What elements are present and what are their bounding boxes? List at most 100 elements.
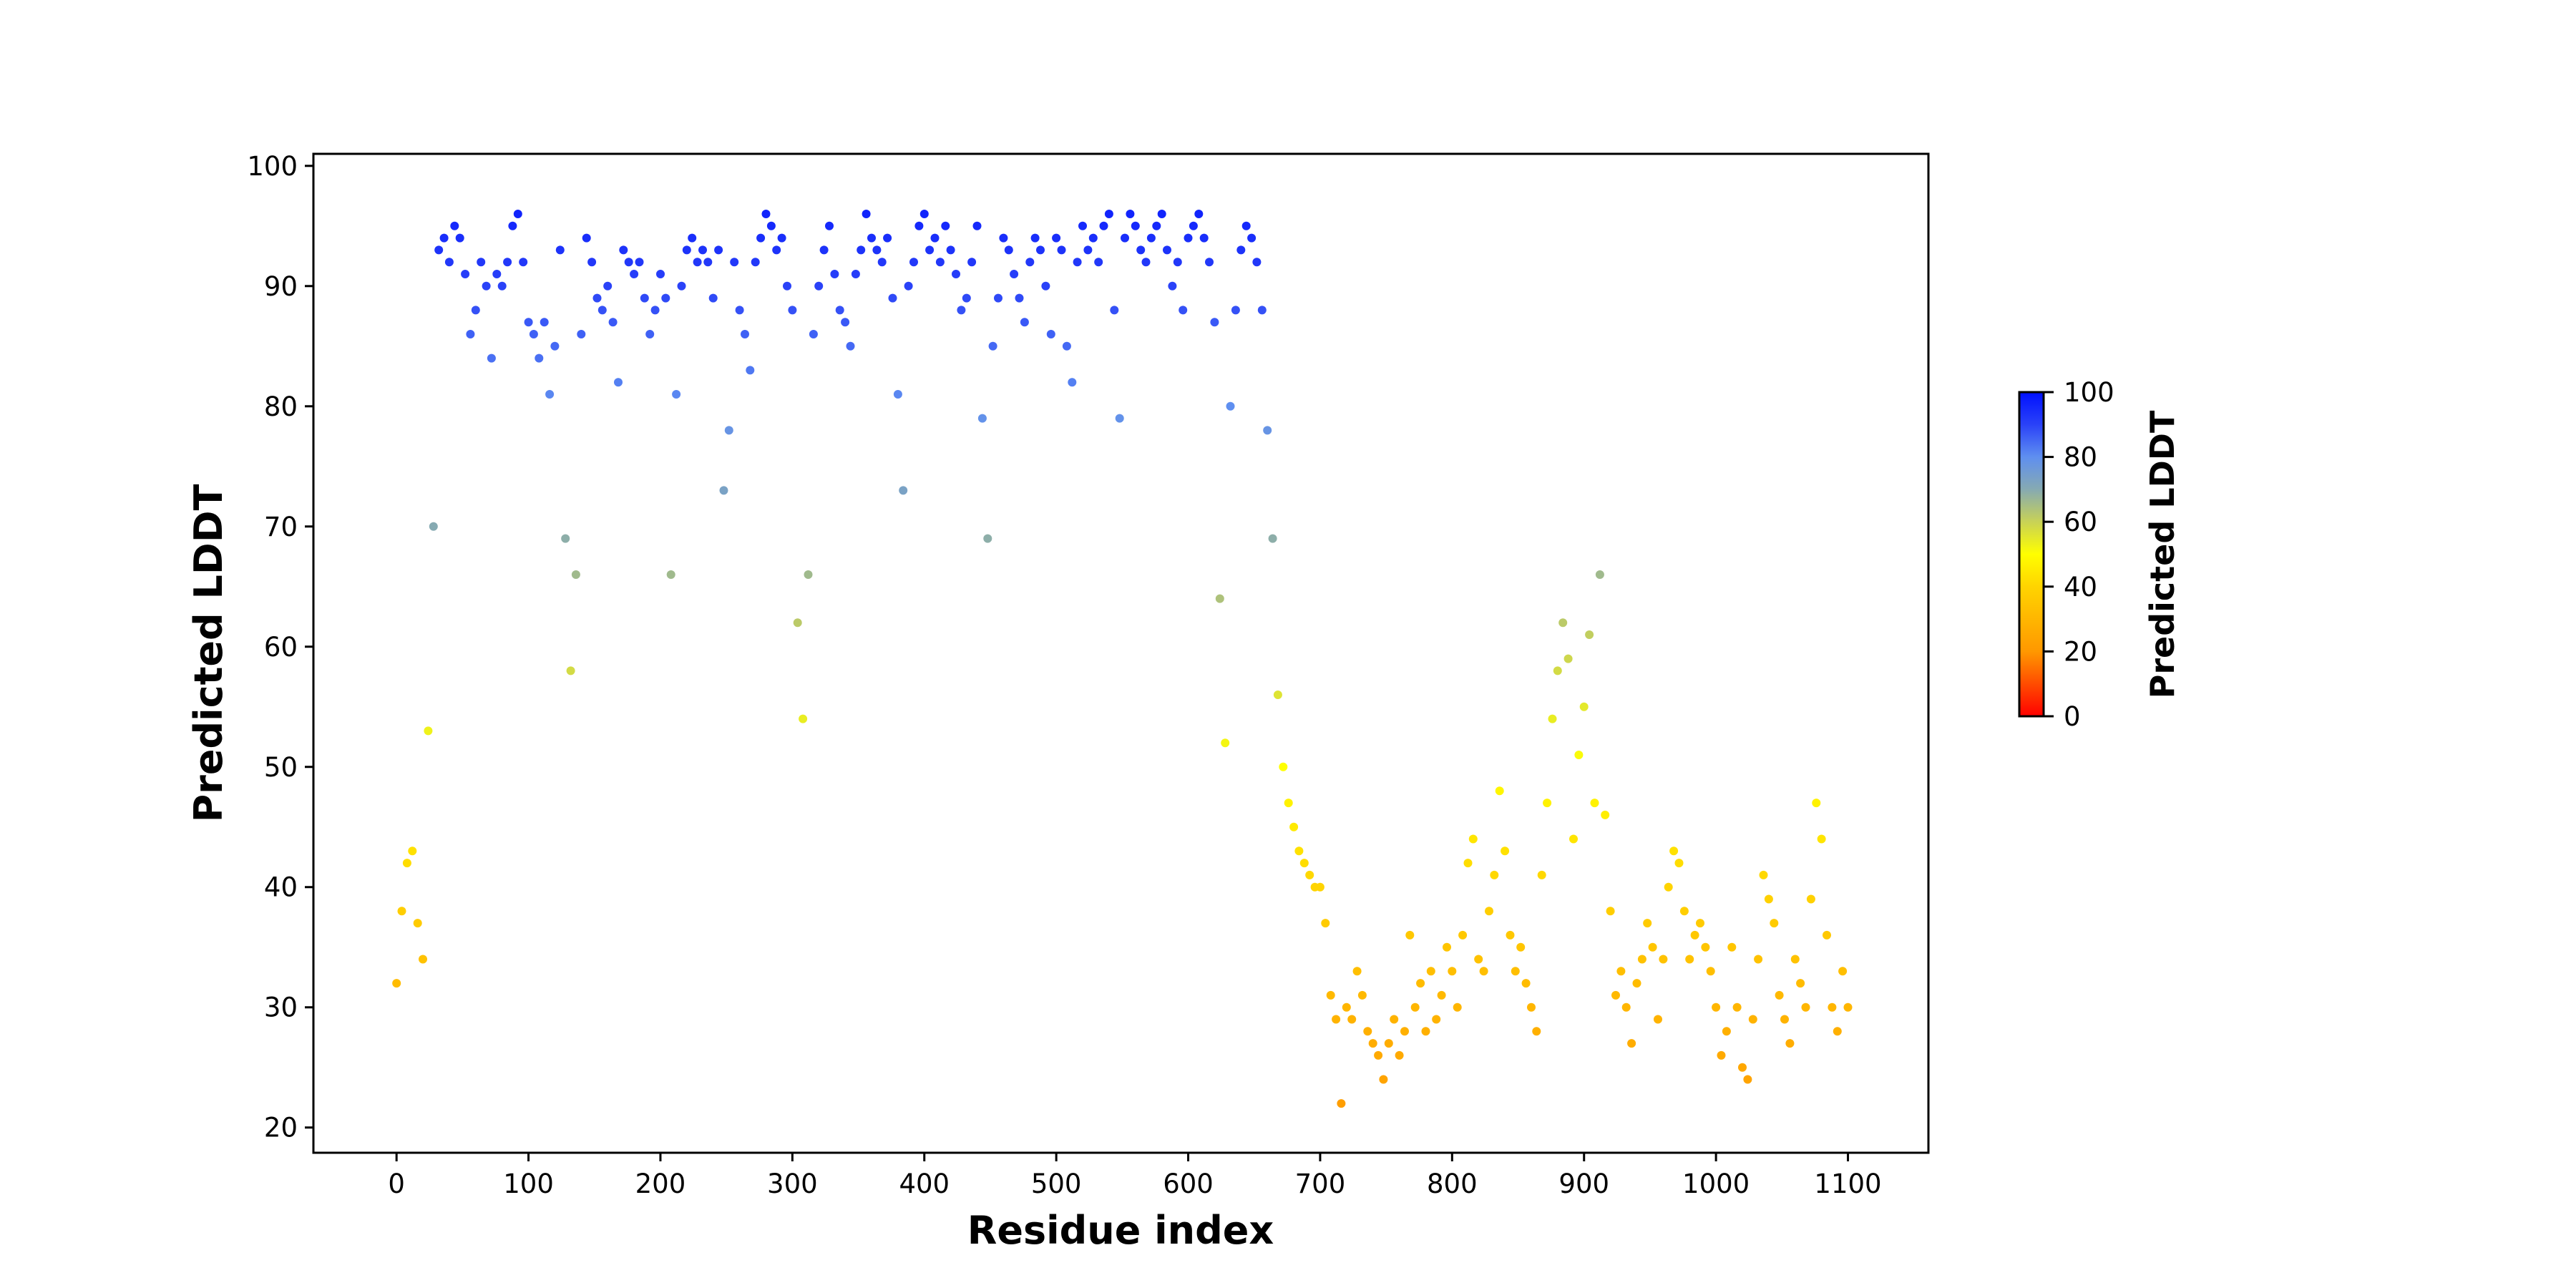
data-point xyxy=(1379,1075,1388,1084)
data-point xyxy=(1179,306,1188,315)
data-point xyxy=(587,258,597,267)
data-point xyxy=(1400,1027,1409,1036)
colorbar-tick-label: 100 xyxy=(2064,377,2114,408)
data-point xyxy=(677,281,686,291)
data-point xyxy=(1104,210,1113,218)
y-axis-title: Predicted LDDT xyxy=(186,484,231,822)
data-point xyxy=(1532,1027,1541,1036)
data-point xyxy=(1468,834,1478,844)
data-point xyxy=(487,353,496,363)
data-point xyxy=(1215,594,1224,603)
data-point xyxy=(535,353,544,363)
data-point xyxy=(1152,221,1161,230)
x-tick-label: 100 xyxy=(503,1169,554,1199)
data-point xyxy=(1558,618,1568,628)
data-point xyxy=(1173,258,1182,267)
data-point xyxy=(735,306,744,315)
data-point xyxy=(1553,666,1562,675)
data-point xyxy=(413,919,422,928)
y-tick-label: 20 xyxy=(264,1113,298,1143)
data-point xyxy=(1073,258,1082,267)
data-point xyxy=(994,293,1002,303)
data-point xyxy=(904,281,913,291)
x-tick-label: 600 xyxy=(1163,1169,1214,1199)
data-point xyxy=(1257,306,1267,315)
data-point xyxy=(1796,979,1805,988)
data-point xyxy=(1068,378,1077,387)
data-point xyxy=(1273,691,1282,699)
data-point xyxy=(424,726,433,736)
data-point xyxy=(524,318,533,327)
data-point xyxy=(1606,907,1615,916)
data-point xyxy=(1664,882,1673,892)
data-point xyxy=(1717,1050,1726,1060)
data-point xyxy=(1289,822,1299,831)
data-point xyxy=(872,245,882,255)
data-point xyxy=(1094,258,1103,267)
data-point xyxy=(1210,318,1219,327)
data-point xyxy=(1099,221,1108,230)
data-point xyxy=(1279,762,1288,771)
data-point xyxy=(1384,1039,1393,1048)
data-point xyxy=(841,318,850,327)
colorbar-title: Predicted LDDT xyxy=(2143,410,2182,698)
data-point xyxy=(640,293,649,303)
data-point xyxy=(1453,1002,1462,1012)
data-point xyxy=(1516,942,1526,952)
data-point xyxy=(1395,1050,1404,1060)
data-point xyxy=(788,306,797,315)
data-point xyxy=(392,979,401,988)
data-point xyxy=(1659,955,1668,964)
data-point xyxy=(1221,738,1230,748)
data-point xyxy=(466,330,475,338)
data-point xyxy=(719,486,728,495)
data-point xyxy=(1654,1015,1662,1024)
data-point xyxy=(1299,859,1309,868)
data-point xyxy=(1136,245,1146,255)
data-point xyxy=(1078,221,1087,230)
data-point xyxy=(1315,882,1324,892)
x-tick-label: 1100 xyxy=(1814,1169,1881,1199)
data-point xyxy=(444,258,454,267)
data-point xyxy=(1163,245,1171,255)
data-point xyxy=(619,245,628,255)
data-point xyxy=(793,618,802,628)
data-point xyxy=(957,306,966,315)
x-tick-label: 900 xyxy=(1558,1169,1609,1199)
data-point xyxy=(439,233,449,243)
data-point xyxy=(772,245,781,255)
data-point xyxy=(571,570,580,579)
data-point xyxy=(1241,221,1251,230)
data-point xyxy=(799,714,808,723)
data-point xyxy=(1511,967,1520,976)
data-point xyxy=(1236,245,1246,255)
data-point xyxy=(397,907,406,916)
data-point xyxy=(1342,1002,1351,1012)
data-point xyxy=(1421,1027,1430,1036)
data-point xyxy=(577,330,586,338)
data-point xyxy=(766,221,776,230)
data-point xyxy=(1036,245,1045,255)
data-point xyxy=(857,245,866,255)
data-point xyxy=(1352,967,1362,976)
data-point xyxy=(919,210,929,218)
data-point xyxy=(1025,258,1035,267)
data-point xyxy=(1294,847,1304,856)
x-tick-label: 300 xyxy=(767,1169,818,1199)
data-point xyxy=(1332,1015,1341,1024)
data-point xyxy=(508,221,517,230)
data-point xyxy=(1632,979,1641,988)
data-point xyxy=(1189,221,1198,230)
data-point xyxy=(1817,834,1826,844)
data-point xyxy=(624,258,633,267)
data-point xyxy=(1806,894,1815,904)
data-point xyxy=(1194,210,1204,218)
data-point xyxy=(962,293,971,303)
y-tick-label: 40 xyxy=(264,872,298,903)
data-point xyxy=(1543,799,1552,808)
data-point xyxy=(703,258,713,267)
data-point xyxy=(1828,1002,1837,1012)
data-point xyxy=(1168,281,1177,291)
data-point xyxy=(1363,1027,1372,1036)
